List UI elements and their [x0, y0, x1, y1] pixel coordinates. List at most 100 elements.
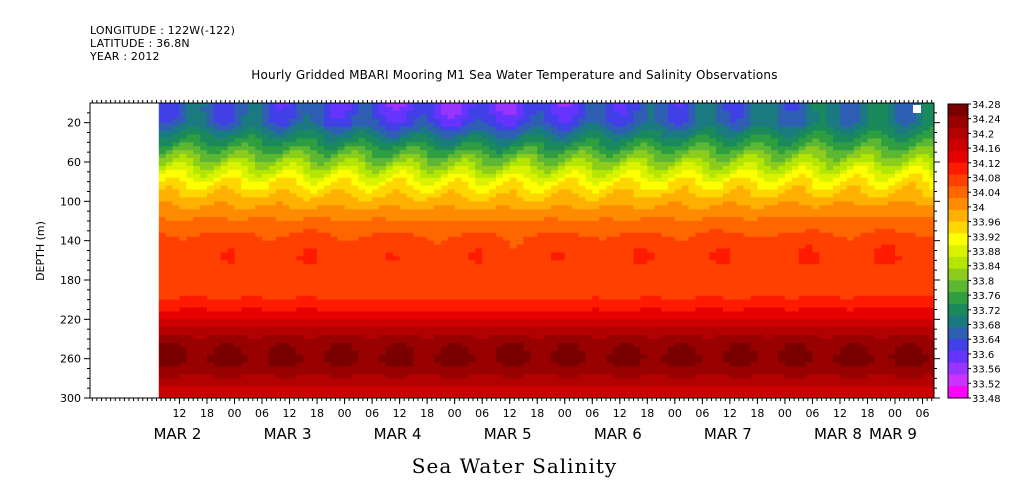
heatmap-cell [303, 236, 311, 242]
heatmap-cell [179, 382, 187, 387]
heatmap-cell [200, 260, 208, 265]
heatmap-cell [317, 165, 325, 171]
heatmap-cell [495, 350, 504, 356]
heatmap-cell [495, 173, 504, 179]
heatmap-cell [592, 248, 600, 254]
heatmap-cell [392, 272, 401, 277]
heatmap-cell [502, 201, 511, 206]
heatmap-cell [434, 382, 442, 387]
heatmap-cell [578, 394, 586, 398]
heatmap-cell [337, 374, 346, 379]
heatmap-cell [358, 382, 366, 387]
heatmap-cell [564, 331, 573, 336]
heatmap-cell [447, 386, 456, 391]
heatmap-cell [310, 189, 318, 195]
heatmap-cell [323, 264, 332, 269]
heatmap-cell [200, 134, 208, 139]
heatmap-cell [220, 177, 229, 183]
heatmap-cell [571, 394, 580, 398]
heatmap-cell [372, 350, 380, 356]
heatmap-cell [344, 374, 353, 379]
heatmap-cell [186, 114, 194, 120]
heatmap-cell [200, 173, 208, 179]
heatmap-cell [234, 181, 242, 187]
heatmap-cell [282, 232, 291, 238]
heatmap-cell [550, 106, 559, 112]
heatmap-cell [213, 370, 222, 375]
heatmap-cell [372, 390, 380, 395]
heatmap-cell [516, 165, 525, 171]
heatmap-cell [482, 201, 490, 206]
heatmap-cell [351, 299, 359, 305]
heatmap-cell [502, 236, 511, 242]
heatmap-cell [468, 244, 476, 250]
heatmap-cell [544, 378, 552, 383]
heatmap-cell [310, 165, 318, 171]
heatmap-cell [213, 162, 222, 167]
heatmap-cell [179, 256, 187, 261]
heatmap-cell [289, 221, 298, 226]
heatmap-cell [213, 295, 222, 301]
heatmap-cell [220, 221, 229, 226]
heatmap-cell [206, 276, 215, 281]
heatmap-cell [282, 311, 291, 316]
heatmap-cell [420, 110, 428, 116]
heatmap-cell [502, 374, 511, 379]
heatmap-cell [172, 311, 181, 316]
heatmap-cell [262, 169, 270, 175]
heatmap-cell [468, 134, 476, 139]
heatmap-cell [241, 134, 249, 139]
heatmap-cell [571, 240, 580, 246]
heatmap-cell [372, 339, 380, 344]
heatmap-cell [289, 382, 298, 387]
heatmap-cell [475, 205, 483, 210]
heatmap-cell [571, 291, 580, 297]
heatmap-cell [557, 213, 566, 218]
heatmap-cell [440, 276, 449, 281]
heatmap-cell [475, 370, 483, 375]
heatmap-cell [537, 374, 545, 379]
heatmap-cell [365, 162, 373, 167]
heatmap-cell [172, 256, 181, 261]
heatmap-cell [213, 311, 222, 316]
heatmap-cell [296, 374, 304, 379]
heatmap-cell [454, 264, 463, 269]
heatmap-cell [440, 390, 449, 395]
heatmap-cell [495, 201, 504, 206]
heatmap-cell [344, 236, 353, 242]
heatmap-cell [213, 110, 222, 116]
heatmap-cell [241, 280, 249, 285]
heatmap-cell [385, 110, 394, 116]
heatmap-cell [241, 146, 249, 151]
heatmap-cell [537, 240, 545, 246]
heatmap-cell [612, 248, 621, 254]
heatmap-cell [227, 213, 236, 218]
heatmap-cell [186, 339, 194, 344]
heatmap-cell [323, 236, 332, 242]
heatmap-cell [420, 244, 428, 250]
heatmap-cell [599, 150, 607, 155]
heatmap-cell [282, 228, 291, 234]
heatmap-cell [365, 134, 373, 139]
heatmap-cell [406, 130, 414, 136]
heatmap-cell [612, 185, 621, 191]
heatmap-cell [323, 103, 332, 108]
heatmap-cell [220, 103, 229, 108]
heatmap-cell [606, 240, 614, 246]
heatmap-cell [303, 205, 311, 210]
heatmap-cell [530, 346, 538, 352]
heatmap-cell [213, 252, 222, 257]
heatmap-cell [489, 362, 497, 368]
heatmap-cell [440, 224, 449, 230]
heatmap-cell [268, 299, 277, 305]
heatmap-cell [289, 252, 298, 257]
heatmap-cell [578, 362, 586, 368]
heatmap-cell [502, 142, 511, 147]
heatmap-cell [606, 118, 614, 124]
heatmap-cell [344, 126, 353, 132]
heatmap-cell [599, 138, 607, 143]
heatmap-cell [420, 280, 428, 285]
heatmap-cell [612, 193, 621, 198]
heatmap-cell [420, 142, 428, 147]
heatmap-cell [179, 146, 187, 151]
